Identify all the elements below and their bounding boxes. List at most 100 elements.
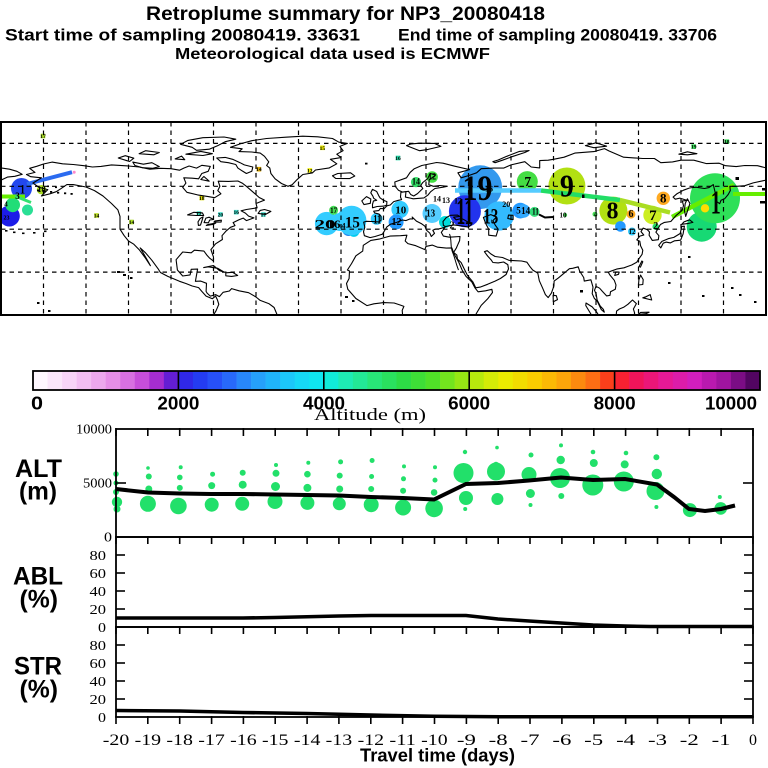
svg-text:-14: -14 [294, 732, 321, 749]
svg-text:1: 1 [20, 182, 25, 197]
svg-text:-3: -3 [648, 732, 667, 749]
svg-text:-9: -9 [457, 732, 476, 749]
svg-text:16: 16 [395, 156, 401, 162]
svg-text:7: 7 [649, 208, 657, 224]
svg-text:13: 13 [483, 203, 498, 228]
svg-text:Retroplume summary for NP3_200: Retroplume summary for NP3_20080418 [146, 4, 545, 25]
svg-text:9: 9 [560, 168, 574, 204]
svg-text:10: 10 [395, 204, 407, 216]
svg-text:18: 18 [199, 196, 205, 202]
svg-text:End time of sampling 20080419.: End time of sampling 20080419. 33706 [398, 26, 717, 45]
svg-text:19: 19 [691, 145, 697, 151]
svg-text:8000: 8000 [594, 394, 636, 414]
svg-text:2: 2 [450, 221, 455, 232]
svg-text:-17: -17 [198, 732, 225, 749]
svg-text:12: 12 [629, 228, 637, 236]
svg-text:Start time of sampling 2008041: Start time of sampling 20080419. 33631 [5, 26, 360, 45]
svg-text:7: 7 [524, 174, 531, 189]
svg-text:-8: -8 [489, 732, 508, 749]
svg-text:14: 14 [94, 214, 100, 220]
svg-text:18: 18 [38, 185, 46, 194]
svg-text:11: 11 [532, 206, 539, 216]
svg-text:20: 20 [90, 693, 107, 708]
svg-text:17: 17 [40, 134, 46, 140]
svg-text:-12: -12 [358, 732, 385, 749]
svg-text:10000: 10000 [76, 423, 112, 438]
svg-text:-11: -11 [389, 732, 416, 749]
svg-text:-6: -6 [552, 732, 571, 749]
svg-text:STR: STR [14, 653, 62, 681]
svg-text:2: 2 [653, 221, 658, 232]
svg-text:15: 15 [320, 146, 326, 152]
svg-text:12: 12 [454, 197, 462, 206]
svg-text:-7: -7 [521, 732, 540, 749]
svg-text:1: 1 [711, 184, 721, 221]
svg-text:14: 14 [256, 167, 262, 173]
svg-text:5000: 5000 [83, 477, 112, 492]
svg-text:19: 19 [463, 168, 493, 208]
svg-text:6: 6 [629, 209, 634, 220]
svg-text:0: 0 [104, 531, 112, 546]
svg-text:-15: -15 [262, 732, 289, 749]
svg-text:13: 13 [426, 207, 435, 219]
svg-text:20: 20 [90, 603, 107, 618]
svg-text:-4: -4 [616, 732, 635, 749]
svg-text:5: 5 [516, 205, 521, 215]
svg-text:16: 16 [328, 217, 341, 231]
svg-text:-5: -5 [584, 732, 603, 749]
svg-text:14: 14 [433, 195, 441, 204]
svg-text:14: 14 [129, 220, 135, 226]
svg-text:14: 14 [521, 206, 530, 217]
svg-text:6000: 6000 [448, 394, 490, 414]
svg-text:18: 18 [724, 140, 730, 146]
svg-text:60: 60 [90, 657, 107, 672]
svg-text:0: 0 [749, 732, 757, 749]
svg-text:-2: -2 [680, 732, 699, 749]
svg-text:4: 4 [342, 222, 346, 231]
svg-text:40: 40 [90, 675, 107, 690]
svg-text:40: 40 [90, 585, 107, 600]
svg-text:0: 0 [98, 711, 106, 726]
svg-text:20: 20 [502, 200, 510, 209]
svg-text:10: 10 [560, 211, 568, 219]
svg-text:12: 12 [307, 169, 313, 175]
svg-text:13: 13 [442, 196, 450, 205]
svg-text:14: 14 [412, 177, 420, 187]
svg-text:-1: -1 [712, 732, 731, 749]
svg-text:80: 80 [90, 549, 107, 564]
svg-text:0: 0 [98, 621, 106, 636]
svg-text:(%): (%) [20, 676, 59, 704]
svg-text:Travel time (days): Travel time (days) [360, 746, 515, 766]
svg-text:12: 12 [196, 212, 202, 218]
svg-text:10000: 10000 [705, 394, 757, 414]
svg-text:4: 4 [594, 210, 598, 218]
svg-text:11: 11 [373, 212, 381, 227]
svg-text:16: 16 [485, 185, 493, 194]
svg-text:11: 11 [456, 191, 473, 233]
svg-text:-18: -18 [166, 732, 193, 749]
svg-text:4: 4 [4, 201, 8, 209]
svg-text:12: 12 [392, 216, 402, 228]
svg-text:17: 17 [261, 213, 267, 219]
svg-text:ABL: ABL [13, 563, 63, 591]
svg-text:8: 8 [607, 199, 619, 225]
svg-text:Altitude (m): Altitude (m) [314, 405, 426, 424]
svg-text:4000: 4000 [303, 394, 345, 414]
svg-text:60: 60 [90, 567, 107, 582]
svg-text:-13: -13 [326, 732, 353, 749]
svg-text:20: 20 [218, 213, 224, 219]
svg-text:3: 3 [15, 191, 20, 201]
svg-text:17: 17 [330, 206, 337, 215]
svg-text:8: 8 [660, 191, 667, 206]
svg-text:-19: -19 [135, 732, 162, 749]
svg-text:23: 23 [4, 216, 10, 222]
svg-text:Meteorological data used is EC: Meteorological data used is ECMWF [175, 46, 490, 63]
svg-text:-20: -20 [103, 732, 130, 749]
svg-text:20: 20 [315, 217, 336, 232]
svg-text:80: 80 [90, 639, 107, 654]
svg-text:0: 0 [31, 394, 43, 414]
svg-text:-16: -16 [230, 732, 257, 749]
svg-text:15: 15 [345, 214, 360, 231]
svg-text:2000: 2000 [157, 394, 199, 414]
svg-text:16: 16 [233, 210, 239, 216]
